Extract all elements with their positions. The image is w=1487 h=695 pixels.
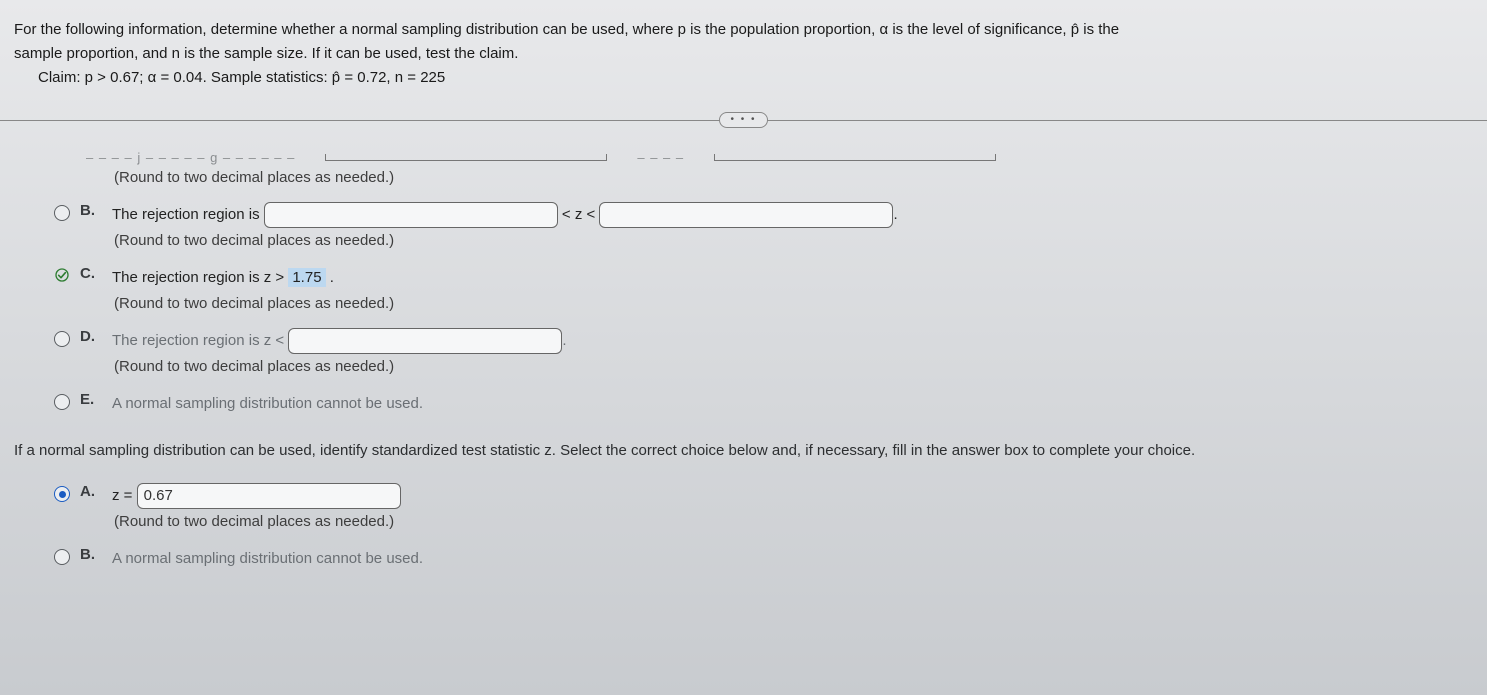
option-c-text: The rejection region is z > (112, 269, 284, 286)
q2-option-a-text: z = (112, 487, 132, 504)
option-d-hint: (Round to two decimal places as needed.) (14, 358, 1473, 375)
option-c-radio-correct[interactable] (54, 267, 70, 283)
ellipsis-button[interactable]: • • • (719, 112, 767, 128)
option-c-hint: (Round to two decimal places as needed.) (14, 295, 1473, 312)
option-e-letter: E. (80, 391, 102, 408)
option-b-radio[interactable] (54, 205, 70, 221)
option-c-value: 1.75 (288, 268, 325, 287)
option-b-input-upper[interactable] (599, 202, 893, 228)
claim-line: Claim: p > 0.67; α = 0.04. Sample statis… (14, 66, 1473, 90)
option-b-between: < z < (562, 206, 595, 223)
option-d-radio[interactable] (54, 331, 70, 347)
option-b-letter: B. (80, 202, 102, 219)
option-d-letter: D. (80, 328, 102, 345)
q2-option-b-row: B. A normal sampling distribution cannot… (14, 546, 1473, 572)
residual-input-left[interactable] (325, 154, 607, 161)
residual-hint: (Round to two decimal places as needed.) (14, 169, 1473, 186)
problem-line-1: For the following information, determine… (14, 18, 1473, 42)
answers-region: – – – – j – – – – – g – – – – – – – – – … (0, 150, 1487, 416)
option-e-row: E. A normal sampling distribution cannot… (14, 391, 1473, 417)
q2-option-a-radio[interactable] (54, 486, 70, 502)
option-c-letter: C. (80, 265, 102, 282)
problem-statement: For the following information, determine… (0, 0, 1487, 102)
option-b-hint: (Round to two decimal places as needed.) (14, 232, 1473, 249)
q2-option-a-hint: (Round to two decimal places as needed.) (14, 513, 1473, 530)
q2-answers-region: A. z = 0.67 (Round to two decimal places… (0, 483, 1487, 572)
option-b-row: B. The rejection region is < z < . (14, 202, 1473, 228)
section-divider: • • • (0, 112, 1487, 128)
q2-option-a-row: A. z = 0.67 (14, 483, 1473, 509)
q2-option-b-text: A normal sampling distribution cannot be… (112, 550, 423, 567)
q2-option-b-radio[interactable] (54, 549, 70, 565)
checkmark-icon (54, 267, 70, 283)
option-d-text: The rejection region is z < (112, 332, 284, 349)
prior-option-residual: – – – – j – – – – – g – – – – – – – – – … (14, 150, 1473, 165)
option-b-input-lower[interactable] (264, 202, 558, 228)
q2-option-a-letter: A. (80, 483, 102, 500)
q2-option-b-letter: B. (80, 546, 102, 563)
option-e-text: A normal sampling distribution cannot be… (112, 395, 423, 412)
q2-prompt: If a normal sampling distribution can be… (0, 430, 1487, 483)
option-c-row: C. The rejection region is z > 1.75 . (14, 265, 1473, 291)
option-d-row: D. The rejection region is z < . (14, 328, 1473, 354)
option-e-radio[interactable] (54, 394, 70, 410)
q2-option-a-input[interactable]: 0.67 (137, 483, 401, 509)
option-c-post: . (330, 269, 334, 286)
option-b-text: The rejection region is (112, 206, 260, 223)
residual-input-right[interactable] (714, 154, 996, 161)
residual-fragment-left: – – – – j – – – – – g – – – – – – (86, 150, 295, 165)
option-d-input[interactable] (288, 328, 562, 354)
problem-line-2: sample proportion, and n is the sample s… (14, 42, 1473, 66)
residual-fragment-right: – – – – (637, 150, 684, 165)
